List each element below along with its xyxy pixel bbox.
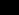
- Text: DETERMINATION
OF DIFFRACTION
CORRECTION
FACTOR: DETERMINATION OF DIFFRACTION CORRECTION …: [0, 0, 19, 15]
- FancyBboxPatch shape: [8, 10, 12, 12]
- FancyBboxPatch shape: [3, 7, 7, 9]
- FancyBboxPatch shape: [8, 7, 12, 9]
- Text: 41: 41: [0, 0, 19, 15]
- Text: 48: 48: [0, 0, 19, 15]
- Text: 46: 46: [0, 0, 19, 15]
- Text: POSITIONING OF
REFLECTION BLOCKER
IN BOUNCE REGION: POSITIONING OF REFLECTION BLOCKER IN BOU…: [0, 0, 19, 15]
- Text: 50: 50: [0, 0, 19, 15]
- FancyBboxPatch shape: [3, 9, 7, 12]
- Text: FULL
CALIBRATION: FULL CALIBRATION: [0, 0, 19, 15]
- Text: 42: 42: [0, 0, 19, 15]
- Text: SECOND RADAR
CALIBRATION
TEST: SECOND RADAR CALIBRATION TEST: [0, 0, 19, 15]
- Text: FREQUENCY
DIFFRACTION
MEASUREMENT: FREQUENCY DIFFRACTION MEASUREMENT: [0, 0, 19, 15]
- FancyBboxPatch shape: [12, 7, 16, 9]
- Text: FIRST RADAR
CALIBRATION
TEST: FIRST RADAR CALIBRATION TEST: [0, 0, 19, 15]
- Text: 44: 44: [0, 0, 19, 15]
- FancyBboxPatch shape: [8, 3, 12, 6]
